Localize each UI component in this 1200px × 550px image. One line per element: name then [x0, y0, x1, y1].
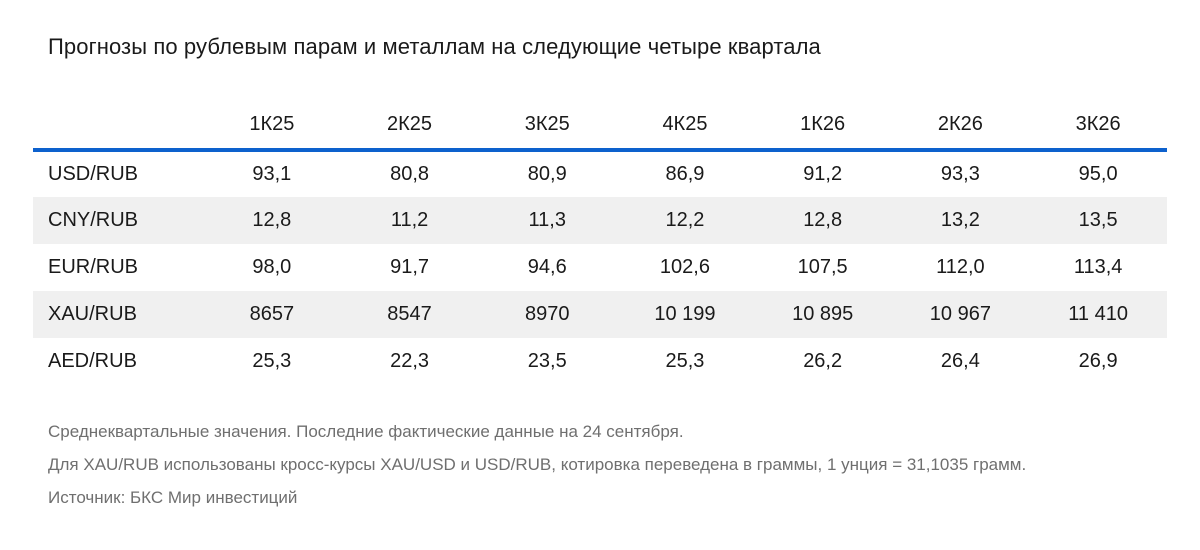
column-header-3k26: 3К26: [1029, 100, 1167, 152]
article-figure: Прогнозы по рублевым парам и металлам на…: [33, 34, 1167, 514]
table-cell: 12,2: [665, 209, 705, 231]
table-cell: 12,8: [252, 209, 292, 231]
table-cell: 107,5: [797, 256, 848, 278]
column-header-4k25: 4К25: [616, 100, 754, 152]
column-header-1k26: 1К26: [753, 100, 892, 152]
row-label-xau-rub: XAU/RUB: [48, 303, 137, 325]
table-cell: 26,2: [803, 350, 843, 372]
forecast-table: 1К25 2К25 3К25 4К25 1К26 2К26 3К26 USD/R…: [33, 100, 1167, 385]
table-cell: 102,6: [659, 256, 710, 278]
footnote-methodology: Среднеквартальные значения. Последние фа…: [48, 422, 684, 441]
table-cell: 8970: [525, 303, 570, 325]
table-cell: 13,5: [1078, 209, 1118, 231]
table-cell: 113,4: [1073, 256, 1123, 278]
footnotes: Среднеквартальные значения. Последние фа…: [48, 415, 1167, 514]
corner-cell: [33, 100, 203, 152]
column-header-2k25: 2К25: [340, 100, 479, 152]
table-cell: 91,7: [390, 256, 430, 278]
row-label-cny-rub: CNY/RUB: [48, 209, 139, 231]
table-cell: 8657: [249, 303, 295, 325]
table-row-cny-rub: CNY/RUB 12,8 11,2 11,3 12,2 12,8 13,2 13…: [33, 197, 1167, 244]
table-cell: 91,2: [803, 163, 843, 185]
table-cell: 80,8: [390, 163, 430, 185]
table-cell: 98,0: [252, 256, 292, 278]
row-label-usd-rub: USD/RUB: [48, 163, 139, 185]
column-header-3k25: 3К25: [478, 100, 617, 152]
table-row-xau-rub: XAU/RUB 8657 8547 8970 10 199 10 895 10 …: [33, 291, 1167, 338]
table-cell: 26,4: [940, 350, 980, 372]
table-row-eur-rub: EUR/RUB 98,0 91,7 94,6 102,6 107,5 112,0…: [33, 244, 1167, 291]
table-cell: 11 410: [1068, 303, 1128, 325]
table-cell: 26,9: [1078, 350, 1118, 372]
page-title: Прогнозы по рублевым парам и металлам на…: [48, 34, 821, 59]
table-cell: 13,2: [940, 209, 980, 231]
table-cell: 8547: [387, 303, 432, 325]
column-header-1k25: 1К25: [203, 100, 341, 152]
table-cell: 112,0: [936, 256, 985, 278]
table-cell: 11,2: [390, 209, 429, 231]
table-cell: 10 967: [929, 303, 991, 325]
table-cell: 93,3: [940, 163, 980, 185]
table-cell: 86,9: [665, 163, 705, 185]
row-label-aed-rub: AED/RUB: [48, 350, 137, 372]
table-cell: 23,5: [527, 350, 567, 372]
table-cell: 80,9: [527, 163, 567, 185]
table-cell: 93,1: [252, 163, 292, 185]
table-cell: 25,3: [665, 350, 705, 372]
table-cell: 95,0: [1078, 163, 1118, 185]
column-header-2k26: 2К26: [891, 100, 1030, 152]
row-label-eur-rub: EUR/RUB: [48, 256, 139, 278]
table-cell: 94,6: [527, 256, 567, 278]
footnote-source: Источник: БКС Мир инвестиций: [48, 488, 298, 507]
table-cell: 10 895: [792, 303, 854, 325]
table-cell: 12,8: [803, 209, 843, 231]
footnote-xau-note: Для XAU/RUB использованы кросс-курсы XAU…: [48, 455, 1027, 474]
table-cell: 22,3: [390, 350, 430, 372]
table-cell: 11,3: [528, 209, 566, 231]
table-row-aed-rub: AED/RUB 25,3 22,3 23,5 25,3 26,2 26,4 26…: [33, 338, 1167, 385]
table-row-usd-rub: USD/RUB 93,1 80,8 80,9 86,9 91,2 93,3 95…: [33, 150, 1167, 197]
table-cell: 25,3: [252, 350, 292, 372]
table-cell: 10 199: [654, 303, 716, 325]
header-row: 1К25 2К25 3К25 4К25 1К26 2К26 3К26: [33, 100, 1167, 152]
